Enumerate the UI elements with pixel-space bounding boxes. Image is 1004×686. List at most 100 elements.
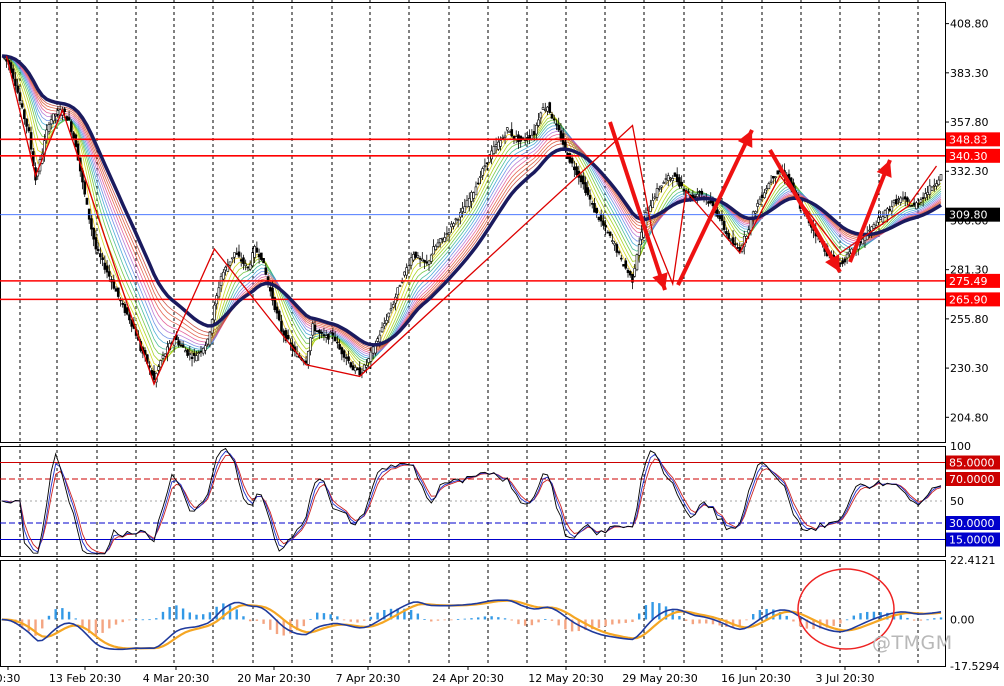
candle-body bbox=[425, 261, 429, 264]
candle-body bbox=[696, 193, 699, 197]
candle-body bbox=[16, 85, 19, 93]
macd-hist-bar bbox=[544, 619, 547, 620]
macd-hist-bar bbox=[684, 619, 688, 621]
ribbon-ma-5 bbox=[1, 55, 942, 359]
candle-body bbox=[264, 267, 268, 275]
candle-body bbox=[25, 118, 28, 127]
candle-body bbox=[626, 269, 630, 273]
macd-hist-bar bbox=[899, 615, 902, 620]
candle-body bbox=[201, 347, 205, 354]
macd-hist-bar bbox=[510, 619, 513, 621]
macd-hist-bar bbox=[81, 619, 84, 627]
macd-hist-bar bbox=[141, 619, 145, 621]
candle-body bbox=[246, 266, 250, 269]
macd-hist-bar bbox=[477, 617, 480, 620]
macd-hist-bar bbox=[658, 603, 661, 620]
macd-hist-bar bbox=[792, 619, 795, 622]
candle-body bbox=[463, 206, 467, 213]
macd-hist-bar bbox=[919, 619, 923, 621]
macd-hist-bar bbox=[430, 619, 433, 622]
macd-hist-bar bbox=[845, 619, 849, 621]
candle-body bbox=[333, 336, 337, 342]
price-tick-label: 408.80 bbox=[950, 18, 989, 31]
candle-body bbox=[206, 338, 209, 345]
candle-body bbox=[729, 238, 733, 241]
candle-body bbox=[342, 350, 346, 358]
macd-hist-bar bbox=[155, 618, 158, 620]
candle-body bbox=[445, 233, 449, 235]
candle-body bbox=[423, 259, 426, 263]
candle-body bbox=[910, 205, 914, 207]
macd-hist-bar bbox=[242, 616, 245, 620]
macd-hist-bar bbox=[181, 608, 185, 620]
osc-level-label-30.0000: 30.0000 bbox=[949, 517, 995, 530]
macd-hist-bar bbox=[483, 616, 487, 620]
candle-body bbox=[924, 193, 927, 199]
osc-level-bg bbox=[946, 532, 1000, 547]
macd-hist-bar bbox=[27, 619, 31, 632]
candle-body bbox=[698, 191, 701, 193]
candle-body bbox=[897, 198, 900, 201]
macd-hist-bar bbox=[604, 619, 607, 627]
candle-body bbox=[543, 109, 547, 111]
candle-body bbox=[633, 268, 637, 277]
candle-body bbox=[356, 368, 359, 371]
candle-body bbox=[675, 174, 679, 183]
candle-body bbox=[391, 304, 395, 308]
candle-body bbox=[874, 225, 878, 228]
candle-body bbox=[407, 265, 411, 271]
candle-body bbox=[358, 367, 362, 376]
macd-hist-bar bbox=[289, 619, 292, 634]
highlight-circle bbox=[797, 568, 895, 650]
candle-body bbox=[921, 197, 925, 200]
macd-hist-bar bbox=[108, 619, 111, 629]
candle-body bbox=[494, 144, 498, 147]
candle-body bbox=[99, 253, 102, 258]
candle-body bbox=[631, 274, 634, 283]
candle-body bbox=[678, 177, 681, 187]
macd-hist-bar bbox=[537, 619, 540, 623]
candle-body bbox=[123, 304, 127, 313]
level-label-265.90: 265.90 bbox=[949, 293, 988, 306]
macd-hist-bar bbox=[134, 618, 138, 620]
candle-body bbox=[479, 176, 482, 178]
candle-body bbox=[228, 261, 232, 266]
candle-body bbox=[340, 347, 344, 355]
macd-hist-bar bbox=[34, 619, 37, 636]
candle-body bbox=[112, 279, 116, 289]
macd-hist-bar bbox=[121, 619, 124, 623]
candle-body bbox=[848, 251, 851, 255]
candle-body bbox=[461, 207, 464, 212]
osc-line-black bbox=[1, 447, 942, 555]
candle-body bbox=[901, 197, 905, 200]
macd-hist-bar bbox=[74, 618, 77, 620]
macd-hist-bar bbox=[637, 613, 641, 620]
candle-body bbox=[573, 166, 576, 171]
candle-body bbox=[843, 258, 847, 263]
candle-body bbox=[262, 258, 265, 264]
candle-body bbox=[85, 197, 89, 205]
candle-body bbox=[736, 247, 739, 249]
macd-hist-bar bbox=[711, 619, 715, 625]
osc-line-blue bbox=[1, 450, 942, 555]
candle-body bbox=[935, 183, 938, 187]
candle-body bbox=[501, 136, 505, 139]
ribbon-ma-0 bbox=[1, 55, 942, 373]
candle-body bbox=[378, 334, 382, 343]
macd-hist-bar bbox=[228, 605, 232, 620]
macd-hist-bar bbox=[161, 611, 165, 620]
candle-body bbox=[416, 255, 420, 258]
candle-body bbox=[29, 132, 33, 150]
candle-body bbox=[505, 127, 509, 131]
candle-body bbox=[908, 205, 912, 208]
candle-body bbox=[235, 253, 239, 255]
macd-hist-bar bbox=[188, 612, 191, 620]
candle-body bbox=[92, 227, 95, 240]
candle-body bbox=[309, 337, 312, 351]
candle-body bbox=[722, 220, 726, 230]
macd-hist-bar bbox=[597, 619, 601, 628]
osc-level-label-70.0000: 70.0000 bbox=[949, 473, 995, 486]
candle-body bbox=[575, 166, 578, 176]
candle-body bbox=[418, 257, 422, 260]
